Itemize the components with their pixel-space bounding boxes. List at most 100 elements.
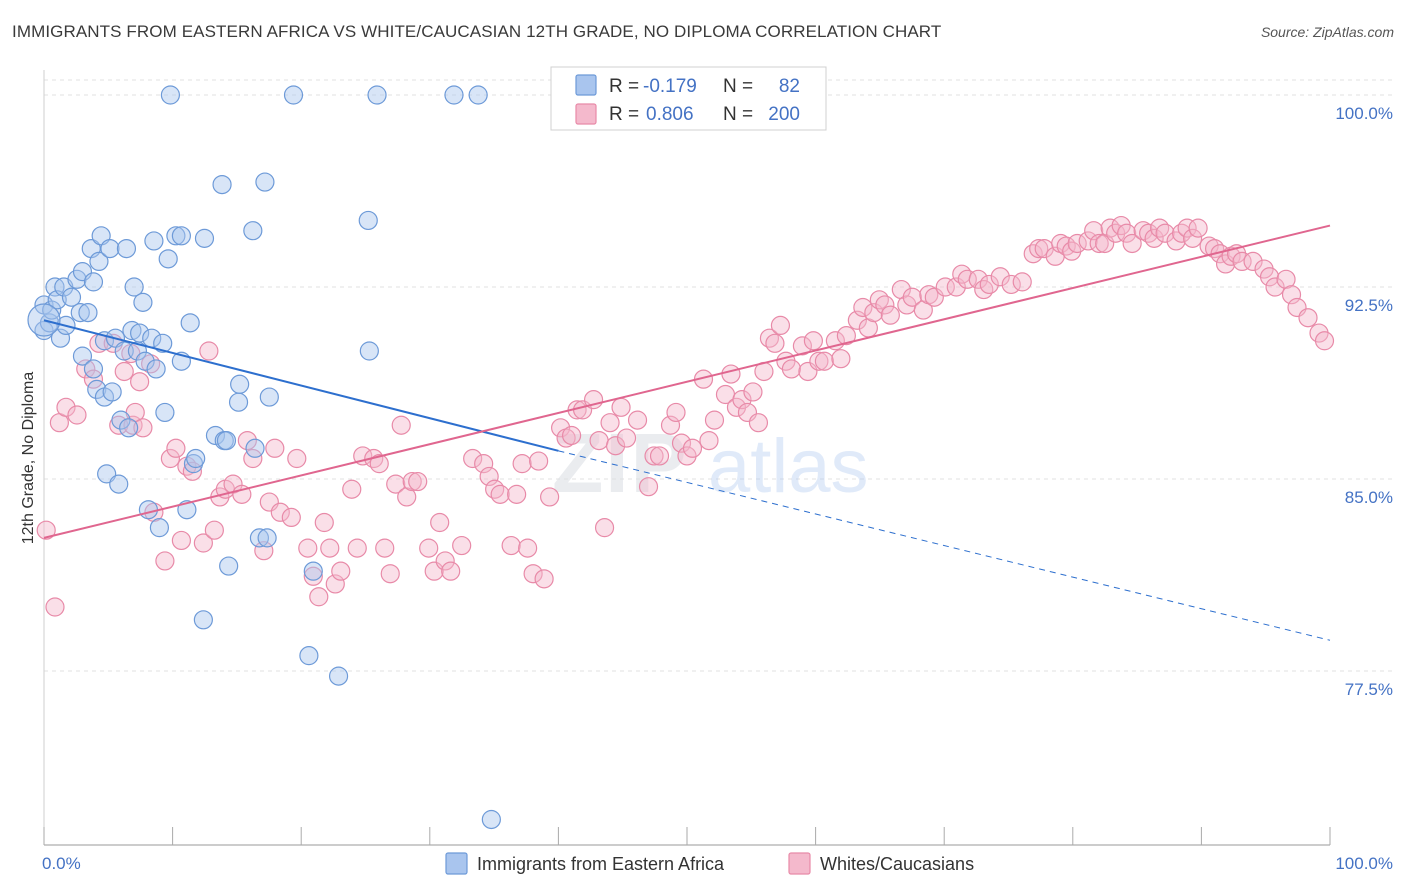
pink-point	[114, 361, 134, 382]
pink-point	[781, 359, 802, 379]
blue-point	[249, 528, 270, 548]
pink-point	[864, 303, 884, 323]
pink-point	[1177, 218, 1197, 238]
pink-point	[507, 484, 527, 504]
blue-point	[468, 85, 488, 105]
pink-point	[430, 512, 450, 533]
pink-point	[803, 331, 824, 351]
pink-point	[1188, 218, 1208, 238]
bottom-legend-swatch-blue	[445, 852, 468, 875]
pink-point	[380, 564, 400, 584]
legend-box	[550, 66, 827, 131]
blue-point	[61, 287, 82, 307]
pink-point	[254, 541, 274, 561]
pink-point	[518, 538, 538, 558]
pink-point	[699, 431, 719, 451]
pink-point	[814, 351, 834, 371]
blue-point	[194, 228, 215, 248]
source-credit: Source: ZipAtlas.com	[1260, 24, 1394, 40]
pink-point	[968, 269, 988, 289]
pink-point	[133, 418, 153, 438]
pink-point	[287, 448, 307, 469]
pink-point	[325, 574, 345, 594]
pink-point	[792, 336, 813, 356]
pink-point	[660, 415, 681, 435]
blue-point	[481, 809, 501, 830]
blue-point	[83, 272, 104, 292]
pink-point	[974, 279, 994, 300]
pink-point	[809, 351, 829, 371]
pink-point	[1029, 239, 1049, 259]
pink-point	[1139, 223, 1159, 243]
pink-point	[320, 538, 340, 558]
pink-point	[666, 402, 686, 423]
pink-point	[408, 471, 428, 492]
pink-point	[474, 454, 494, 474]
legend-n-value-2: 200	[768, 104, 800, 125]
pink-point	[171, 530, 191, 551]
blue-point	[219, 556, 239, 576]
blue-point	[283, 85, 304, 105]
blue-point	[122, 320, 142, 341]
blue-point	[299, 646, 319, 666]
pink-point	[880, 305, 900, 325]
blue-point	[83, 359, 104, 379]
pink-point	[732, 390, 752, 410]
pink-point	[770, 315, 791, 335]
pink-point	[193, 533, 213, 553]
trend-line-immigrants-extension	[558, 450, 1331, 641]
pink-point	[490, 484, 510, 504]
pink-point	[485, 479, 505, 499]
y-tick-label-3: 100.0%	[1335, 104, 1393, 123]
grid-lines	[44, 79, 1392, 672]
blue-point	[42, 300, 62, 320]
pink-point	[540, 487, 560, 507]
blue-point	[116, 239, 137, 259]
legend-n-label-2: N =	[723, 104, 753, 125]
pink-point	[166, 438, 186, 458]
series-whites-caucasians	[36, 215, 1335, 617]
y-axis-title: 12th Grade, No Diploma	[20, 372, 37, 545]
pink-point	[1023, 244, 1043, 264]
bottom-legend-swatch-pink	[788, 852, 811, 875]
blue-point	[89, 251, 109, 271]
pink-point	[1150, 218, 1170, 238]
pink-point	[83, 369, 104, 389]
pink-point	[600, 413, 620, 433]
pink-point	[501, 535, 521, 556]
blue-point	[367, 85, 387, 105]
blue-point	[102, 382, 122, 402]
blue-point	[193, 610, 213, 630]
pink-point	[199, 341, 219, 361]
blue-point	[160, 85, 181, 105]
pink-point	[1117, 223, 1137, 243]
blue-point	[109, 474, 129, 494]
pink-point	[402, 471, 422, 492]
pink-point	[649, 446, 670, 466]
series-legend: Immigrants from Eastern Africa Whites/Ca…	[445, 852, 974, 875]
blue-point	[114, 341, 134, 361]
pink-point	[452, 535, 472, 556]
legend-n-value-1: 82	[779, 76, 800, 97]
trend-lines	[43, 224, 1331, 641]
pink-point	[616, 428, 637, 448]
pink-point	[759, 328, 780, 348]
pink-point	[56, 397, 76, 417]
pink-point	[182, 461, 202, 481]
pink-point	[534, 569, 554, 589]
blue-point	[100, 239, 120, 259]
trend-line-whites	[43, 224, 1331, 539]
pink-point	[721, 364, 741, 384]
series-immigrants-eastern-africa	[27, 85, 501, 830]
pink-point	[902, 287, 922, 307]
pink-point	[331, 561, 351, 581]
legend-r-label-1: R =	[609, 76, 639, 97]
pink-point	[935, 277, 955, 297]
correlation-legend: R = -0.179 N = 82 R = 0.806 N = 200	[550, 66, 827, 131]
pink-point	[1281, 285, 1302, 305]
x-ticks	[43, 827, 1331, 845]
blue-point	[257, 528, 277, 548]
pink-point	[342, 479, 362, 499]
blue-point	[444, 85, 464, 105]
pink-point	[314, 512, 334, 533]
